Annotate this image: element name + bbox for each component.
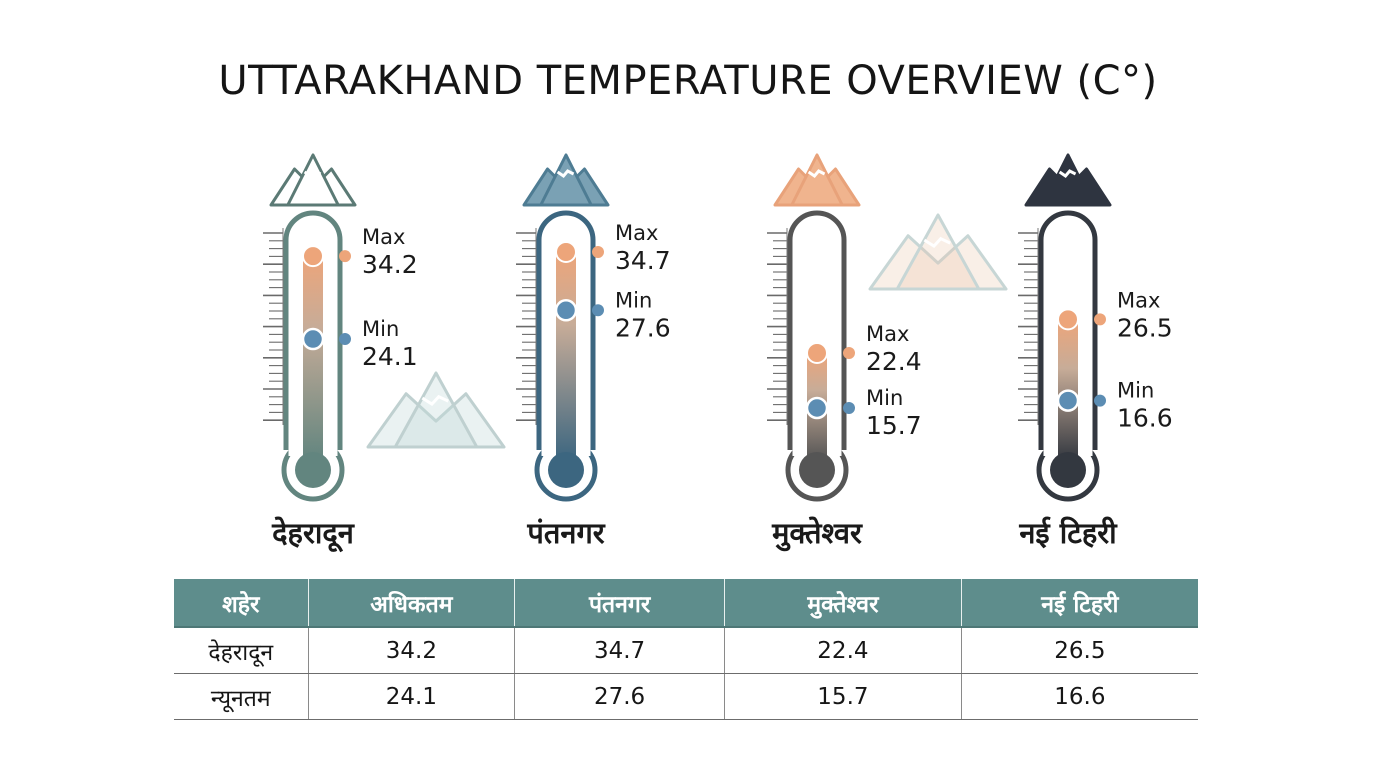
- max-legend-dot: [592, 246, 604, 258]
- table-header-cell: नई टिहरी: [960, 579, 1198, 628]
- min-marker: [301, 327, 325, 351]
- liquid-column: [303, 256, 323, 460]
- table-cell: न्यूनतम: [174, 673, 309, 720]
- table-cell: 26.5: [960, 627, 1198, 674]
- station-name-label: नई टिहरी: [1018, 516, 1118, 550]
- mountain-icon: [269, 153, 357, 207]
- max-legend-dot: [843, 346, 855, 359]
- table-header-cell: पंतनगर: [514, 579, 726, 628]
- liquid-bulb: [548, 452, 584, 488]
- max-marker: [302, 245, 324, 268]
- max-marker: [555, 241, 577, 263]
- scale-ticks: [1018, 228, 1039, 425]
- min-marker: [554, 299, 578, 322]
- table-cell: 15.7: [724, 673, 962, 720]
- table-row: न्यूनतम 24.1 27.6 15.7 16.6: [174, 673, 1198, 720]
- table-header-cell: शहेर: [174, 579, 309, 628]
- min-value-label: 15.7: [866, 411, 922, 440]
- min-label: Min: [866, 386, 903, 410]
- max-value-label: 26.5: [1117, 313, 1173, 342]
- table-cell: 24.1: [307, 673, 515, 720]
- min-label: Min: [615, 288, 652, 312]
- station-name-label: पंतनगर: [526, 516, 605, 550]
- thermometer-chart: Max34.2Min24.1देहरादूनMax34.7Min27.6पंतन…: [263, 153, 1173, 553]
- min-legend-dot: [339, 333, 351, 346]
- table-header-cell: मुक्तेश्वर: [724, 579, 962, 628]
- min-marker: [1056, 389, 1080, 412]
- mountain-icon: [1024, 153, 1112, 207]
- min-value-label: 24.1: [362, 342, 418, 371]
- table-cell: 22.4: [724, 627, 962, 674]
- max-value-label: 34.2: [362, 250, 418, 279]
- max-label: Max: [615, 221, 658, 245]
- max-legend-dot: [1094, 313, 1106, 326]
- table-row: देहरादून 34.2 34.7 22.4 26.5: [174, 627, 1198, 674]
- scale-ticks: [767, 228, 788, 425]
- table-cell: 34.7: [514, 627, 725, 674]
- thermometer-tube: [787, 210, 847, 450]
- max-value-label: 22.4: [866, 347, 922, 376]
- table-header-cell: अधिकतम: [307, 579, 516, 628]
- faint-mountain-icon: [366, 371, 506, 449]
- min-value-label: 27.6: [615, 313, 671, 342]
- station-name-label: मुक्तेश्वर: [771, 516, 863, 552]
- min-value-label: 16.6: [1117, 404, 1173, 433]
- faint-mountain-icon: [868, 213, 1008, 291]
- max-label: Max: [362, 225, 405, 249]
- liquid-column: [556, 252, 576, 460]
- table-cell: 16.6: [960, 673, 1198, 720]
- mountain-icon: [773, 153, 861, 207]
- scale-ticks: [516, 228, 537, 425]
- max-legend-dot: [339, 250, 351, 263]
- liquid-bulb: [799, 452, 835, 488]
- table-cell: देहरादून: [174, 627, 309, 674]
- chart-title: UTTARAKHAND TEMPERATURE OVERVIEW (C°): [218, 58, 1158, 104]
- liquid-bulb: [1050, 452, 1086, 488]
- min-label: Min: [1117, 379, 1154, 403]
- max-label: Max: [866, 322, 909, 346]
- table-cell: 27.6: [514, 673, 725, 720]
- mountain-icon: [522, 153, 610, 207]
- min-legend-dot: [843, 402, 855, 414]
- temperature-table: शहेर अधिकतम पंतनगर मुक्तेश्वर नई टिहरी द…: [174, 579, 1198, 720]
- table-header-row: शहेर अधिकतम पंतनगर मुक्तेश्वर नई टिहरी: [174, 579, 1198, 628]
- liquid-bulb: [295, 452, 331, 488]
- station-name-label: देहरादून: [271, 516, 355, 553]
- min-label: Min: [362, 317, 399, 341]
- table-cell: 34.2: [307, 627, 515, 674]
- max-label: Max: [1117, 288, 1160, 312]
- min-legend-dot: [592, 304, 604, 317]
- max-marker: [1057, 308, 1079, 331]
- min-marker: [805, 396, 829, 420]
- scale-ticks: [263, 228, 284, 425]
- max-marker: [806, 341, 828, 364]
- max-value-label: 34.7: [615, 246, 671, 275]
- min-legend-dot: [1094, 394, 1106, 407]
